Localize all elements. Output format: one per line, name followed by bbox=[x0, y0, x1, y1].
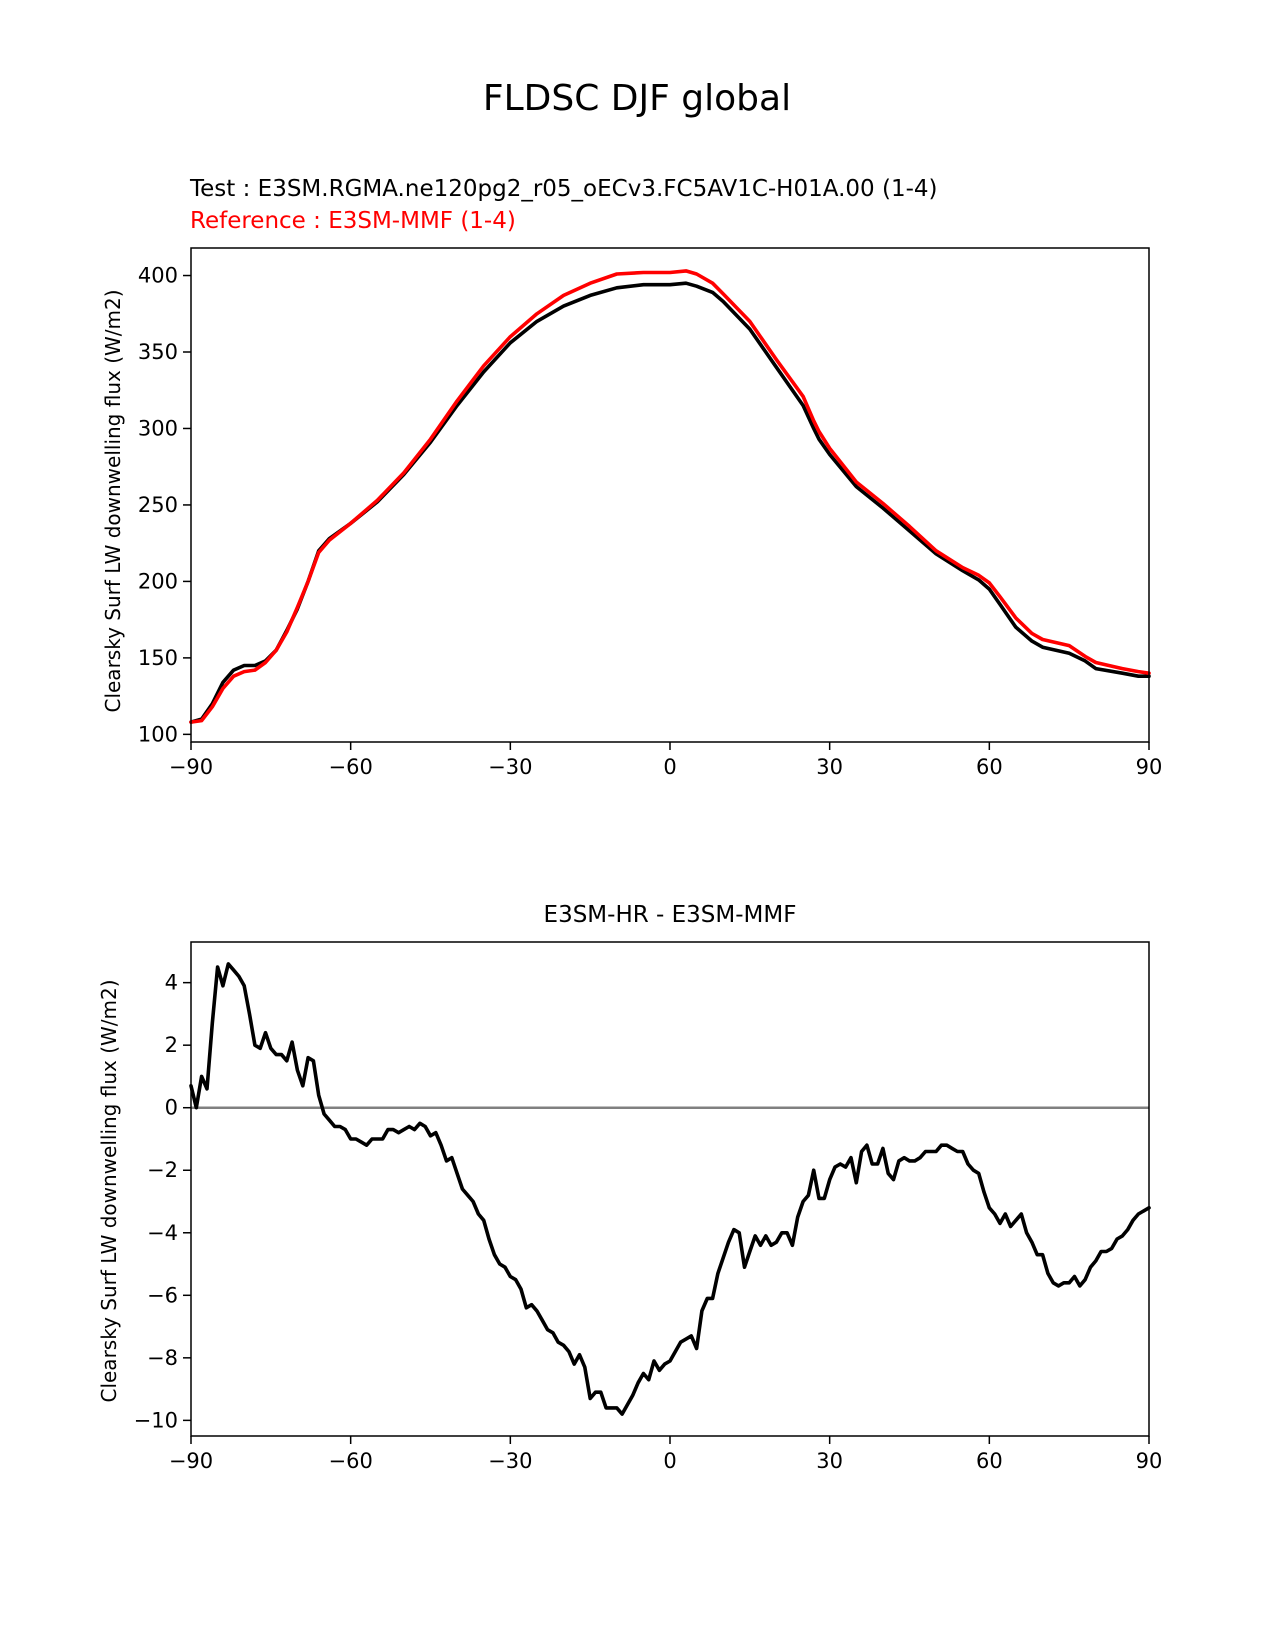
test-label: Test : E3SM.RGMA.ne120pg2_r05_oECv3.FC5A… bbox=[189, 176, 937, 202]
bottom-panel: E3SM-HR - E3SM-MMF −90 −60 −30 0 30 60 90 4 2 0 −2… bbox=[97, 902, 1162, 1473]
top-x-tick-label: 90 bbox=[1136, 755, 1163, 779]
top-plot-frame bbox=[190, 247, 1150, 743]
reference-label: Reference : E3SM-MMF (1-4) bbox=[190, 208, 516, 234]
top-y-tick-label: 150 bbox=[138, 646, 178, 670]
top-x-tick-label: 60 bbox=[976, 755, 1003, 779]
bottom-y-tick-label: 4 bbox=[165, 971, 178, 995]
bottom-series-e3sm-hr-e3sm-mmf bbox=[189, 962, 1151, 1416]
bottom-x-tick-label: 30 bbox=[816, 1449, 843, 1473]
top-y-tick-label: 400 bbox=[138, 264, 178, 288]
top-y-tick-label: 100 bbox=[138, 722, 178, 746]
bottom-y-tick-label: −10 bbox=[134, 1408, 178, 1432]
bottom-y-tick-label: 2 bbox=[165, 1033, 178, 1057]
top-y-tick-label: 300 bbox=[138, 416, 178, 440]
bottom-x-tick-label: 0 bbox=[663, 1449, 676, 1473]
bottom-panel-title: E3SM-HR - E3SM-MMF bbox=[544, 902, 797, 928]
top-x-tick-label: −90 bbox=[169, 755, 213, 779]
bottom-x-tick-label: 60 bbox=[976, 1449, 1003, 1473]
top-y-tick-label: 250 bbox=[138, 493, 178, 517]
bottom-x-tick-label: −90 bbox=[169, 1449, 213, 1473]
top-x-tick-label: 0 bbox=[663, 755, 676, 779]
top-y-tick-label: 200 bbox=[138, 569, 178, 593]
top-series-reference bbox=[189, 269, 1151, 724]
bottom-y-tick-label: −8 bbox=[147, 1346, 178, 1370]
bottom-x-tick-label: 90 bbox=[1136, 1449, 1163, 1473]
top-x-tick-label: −60 bbox=[329, 755, 373, 779]
top-y-axis-label: Clearsky Surf LW downwelling flux (W/m2) bbox=[101, 289, 125, 712]
top-series-test bbox=[189, 281, 1151, 724]
bottom-y-tick-label: −4 bbox=[147, 1221, 178, 1245]
figure-title: FLDSC DJF global bbox=[483, 78, 791, 119]
bottom-x-tick-label: −30 bbox=[488, 1449, 532, 1473]
bottom-y-tick-label: 0 bbox=[165, 1096, 178, 1120]
bottom-y-tick-label: −6 bbox=[147, 1283, 178, 1307]
bottom-y-tick-label: −2 bbox=[147, 1158, 178, 1182]
top-x-tick-label: 30 bbox=[816, 755, 843, 779]
top-x-tick-label: −30 bbox=[488, 755, 532, 779]
top-y-tick-label: 350 bbox=[138, 340, 178, 364]
bottom-x-tick-label: −60 bbox=[329, 1449, 373, 1473]
bottom-y-axis-label: Clearsky Surf LW downwelling flux (W/m2) bbox=[97, 979, 121, 1402]
top-panel: Test : E3SM.RGMA.ne120pg2_r05_oECv3.FC5A… bbox=[101, 176, 1162, 779]
